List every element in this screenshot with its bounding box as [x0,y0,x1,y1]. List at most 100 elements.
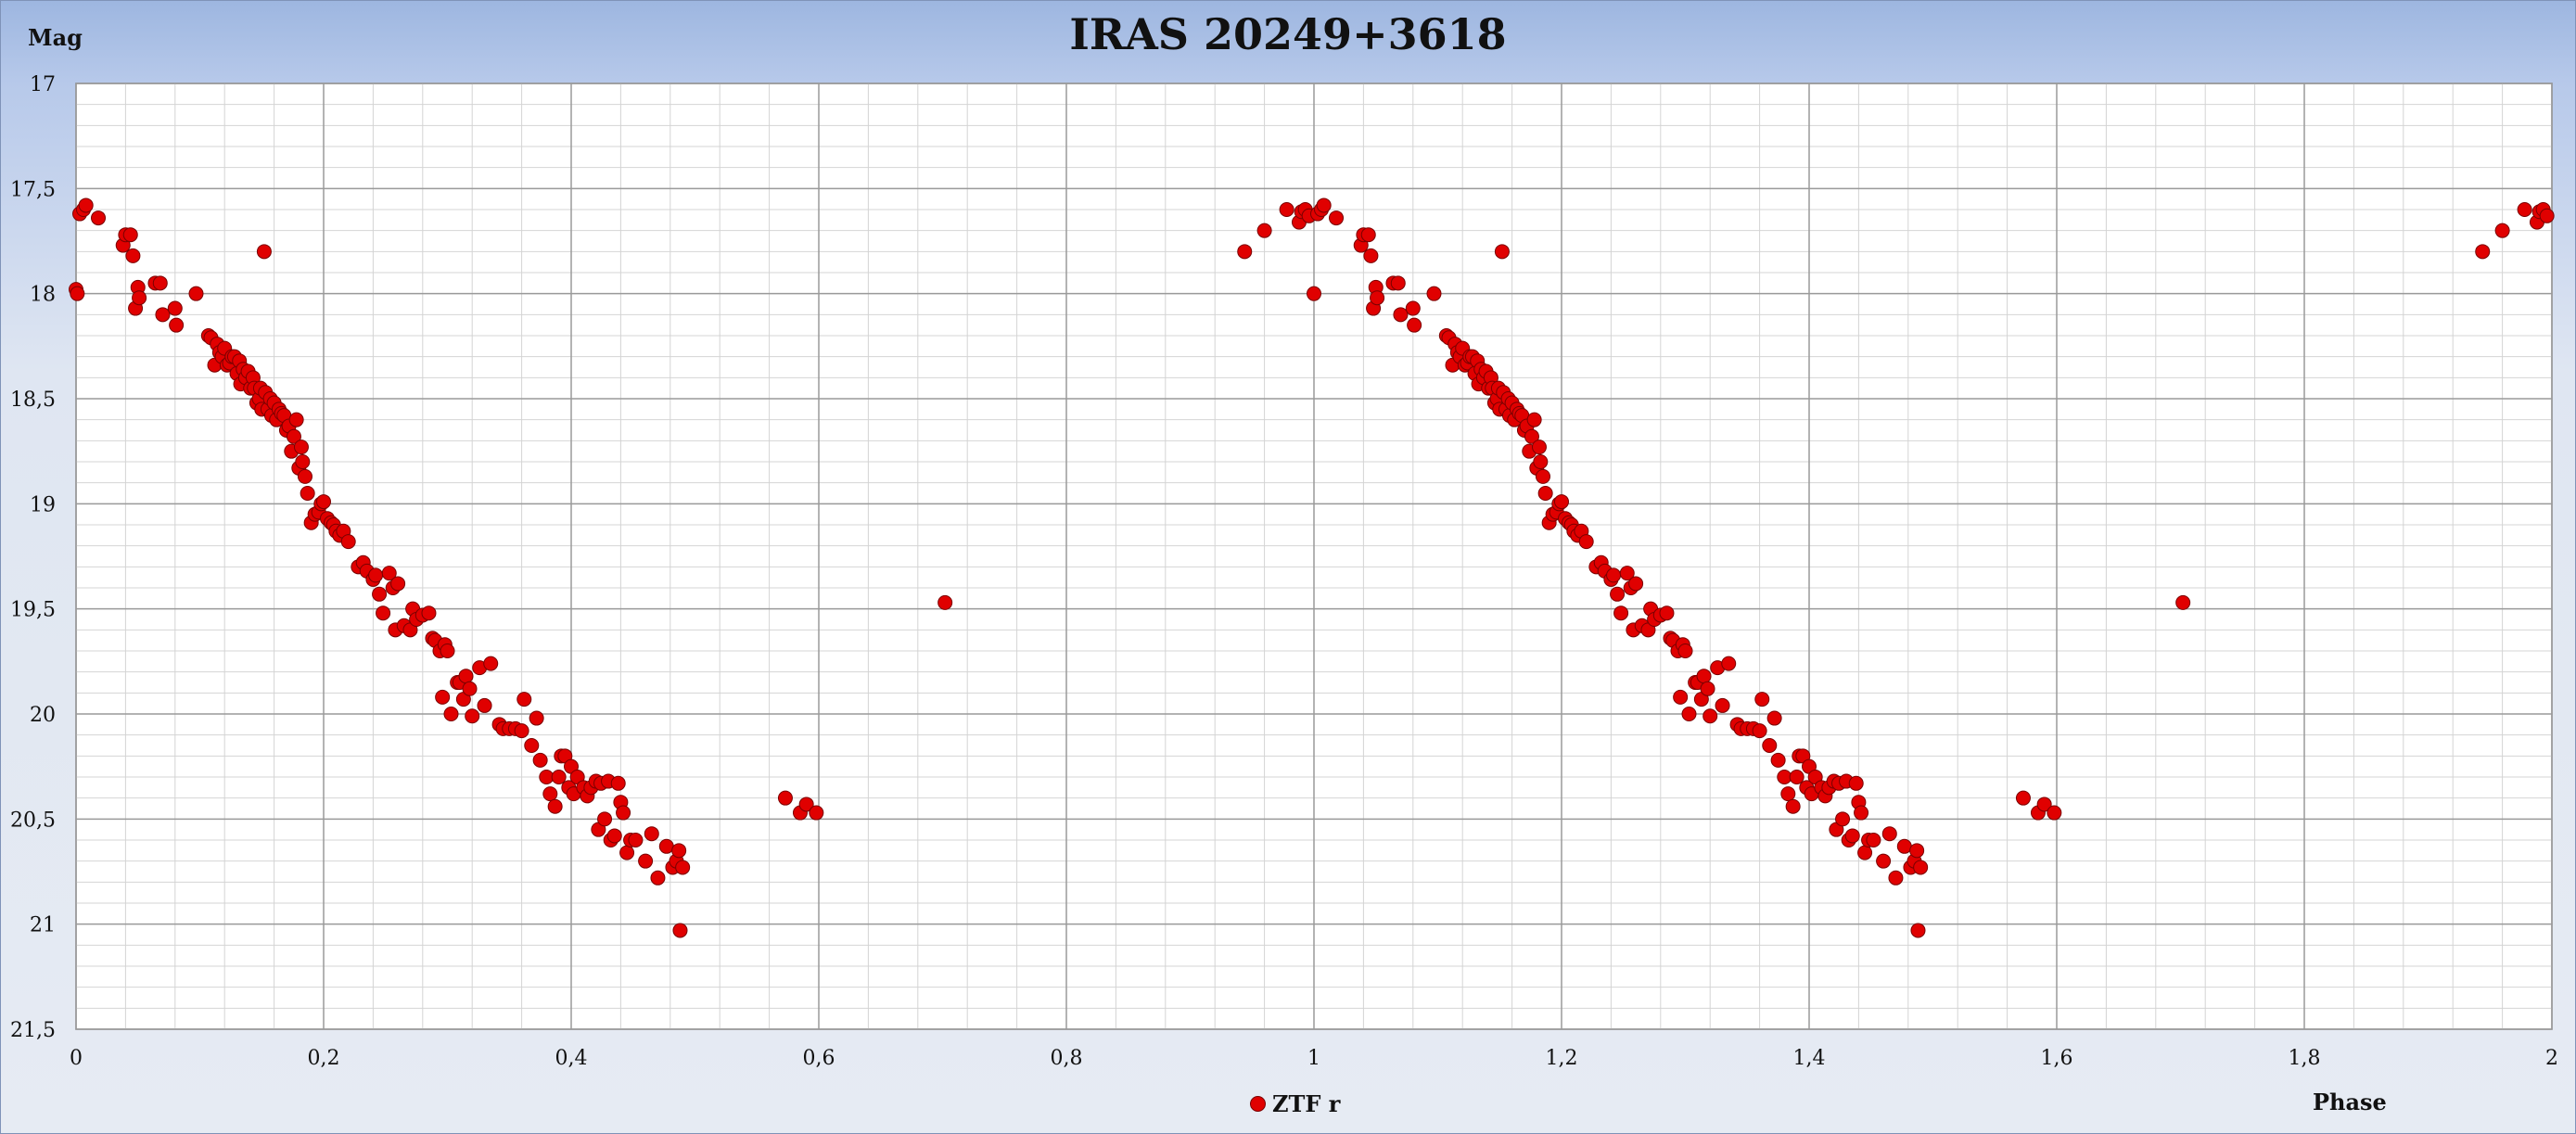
data-point [1677,643,1693,658]
y-tick-label: 18,5 [10,389,56,412]
data-point [1533,454,1549,469]
data-point [532,752,548,768]
data-point [169,317,185,333]
data-point [1606,567,1622,583]
data-point [529,710,544,726]
data-point [1881,826,1897,842]
y-tick-label: 21,5 [10,1019,56,1042]
data-point [368,567,384,583]
data-point [606,828,622,844]
data-point [458,669,474,684]
x-tick-label: 0,4 [555,1047,588,1070]
data-point [1524,428,1539,444]
data-point [1754,692,1770,707]
data-point [1531,440,1547,455]
data-point [1237,244,1253,260]
data-point [551,770,567,784]
data-point [1715,697,1730,713]
data-point [1256,223,1272,238]
data-point [1848,775,1864,791]
major-grid [75,83,2553,1030]
data-point [1526,412,1542,427]
data-point [300,486,315,501]
data-point [1789,770,1804,784]
data-point [465,708,480,724]
data-point [293,440,309,455]
x-tick-label: 1,8 [2289,1047,2321,1070]
data-point [1780,786,1796,802]
data-point [2494,223,2510,238]
y-tick-label: 20 [30,704,56,727]
data-point [462,681,478,696]
y-tick-label: 21 [30,914,56,937]
data-points [69,197,2555,938]
data-point [597,811,613,827]
data-point [1360,227,1376,243]
data-point [297,468,312,484]
y-tick-label: 17,5 [10,178,56,201]
data-point [1681,707,1697,721]
data-point [2517,202,2532,217]
x-tick-label: 0,6 [803,1047,835,1070]
legend-label: ZTF r [1272,1090,1341,1117]
data-point [672,923,688,938]
data-point [288,412,304,427]
data-point [1426,286,1442,301]
data-point [1696,669,1712,684]
legend-marker [1250,1096,1266,1112]
y-tick-label: 20,5 [10,809,56,832]
data-point [286,428,301,444]
data-point [539,770,555,784]
data-point [616,805,631,821]
data-point [644,826,659,842]
data-point [381,566,397,581]
data-point [1721,656,1737,671]
data-point [1316,197,1332,213]
data-point [1909,843,1925,859]
data-point [1407,317,1422,333]
data-point [390,576,406,592]
data-point [188,286,204,301]
data-point [340,534,356,550]
data-point [78,197,94,213]
data-point [2015,790,2031,806]
data-point [1628,576,1644,592]
data-point [1752,723,1767,739]
data-point [1896,838,1912,854]
data-point [2175,594,2191,610]
x-axis-label: Phase [2313,1089,2387,1115]
data-point [1770,752,1786,768]
data-point [1363,248,1379,263]
data-point [937,594,953,610]
data-point [167,300,183,316]
data-point [1279,202,1294,217]
data-point [435,689,451,705]
data-point [2539,208,2555,223]
data-point [421,605,437,621]
data-point [675,860,691,875]
data-point [1888,870,1904,886]
data-point [1537,486,1553,501]
data-point [514,723,529,739]
data-point [610,775,626,791]
data-point [638,853,654,869]
data-point [1844,828,1860,844]
data-point [1370,290,1385,306]
data-point [1766,710,1782,726]
data-point [658,838,674,854]
data-point [295,454,311,469]
x-tick-label: 0,2 [308,1047,340,1070]
chart-title: IRAS 20249+3618 [1069,9,1507,59]
x-tick-label: 2 [2545,1047,2558,1070]
x-tick-label: 1 [1307,1047,1320,1070]
data-point [1876,853,1892,869]
x-tick-label: 1,6 [2041,1047,2073,1070]
data-point [1866,833,1881,847]
data-point [483,656,499,671]
data-point [1854,805,1869,821]
data-point [547,798,563,814]
data-point [1494,244,1510,260]
data-point [1613,605,1629,621]
y-axis-label: Mag [28,24,83,51]
x-tick-label: 0,8 [1051,1047,1083,1070]
